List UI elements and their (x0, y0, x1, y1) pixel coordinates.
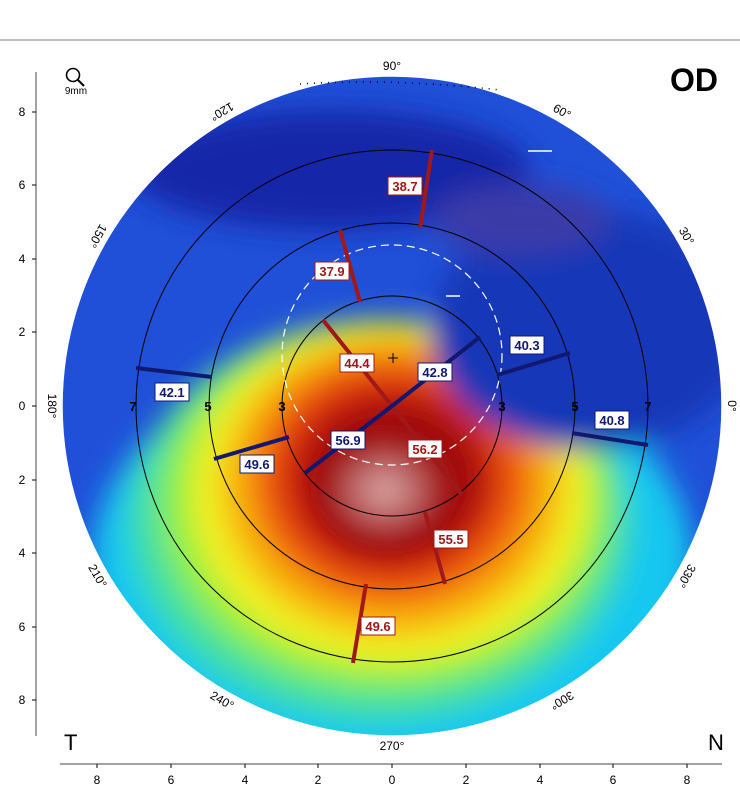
flat-reading-value: 42.1 (159, 385, 184, 400)
center-cross-icon (388, 353, 398, 363)
zone-radius-label: 3 (278, 399, 285, 414)
flat-reading-value: 40.3 (514, 338, 539, 353)
steep-reading-box (407, 439, 443, 459)
y-tick-label: 4 (19, 252, 26, 266)
y-tick-label: 8 (19, 693, 26, 707)
y-tick-label: 0 (19, 399, 26, 413)
zone-circle-7mm (135, 149, 649, 663)
x-tick-label: 2 (463, 773, 470, 787)
flat-reading-box (594, 410, 630, 430)
flat-meridian-bar (496, 351, 571, 377)
x-tick-label: 4 (537, 773, 544, 787)
y-tick-label: 2 (19, 325, 26, 339)
y-tick-label: 8 (19, 105, 26, 119)
x-tick-label: 4 (242, 773, 249, 787)
magnifier-icon (65, 67, 85, 87)
meridian-angle-label: 270° (380, 739, 405, 753)
meridian-angle-label: 90° (383, 59, 401, 73)
x-tick-label: 0 (389, 773, 396, 787)
steep-reading-box (360, 616, 396, 636)
y-tick-label: 2 (19, 473, 26, 487)
x-tick-label: 6 (610, 773, 617, 787)
steep-reading-box (339, 353, 375, 373)
steep-reading-value: 37.9 (319, 264, 344, 279)
flat-reading-box (417, 362, 453, 382)
y-tick-label: 6 (19, 620, 26, 634)
steep-reading-box (314, 261, 350, 281)
zone-radius-label: 5 (571, 399, 578, 414)
flat-reading-box (239, 454, 275, 474)
zone-radius-label: 7 (129, 399, 136, 414)
x-tick-label: 2 (315, 773, 322, 787)
steep-reading-value: 49.6 (365, 619, 390, 634)
zone-radius-label: 5 (204, 399, 211, 414)
flat-reading-box (509, 335, 545, 355)
cornea-boundary (61, 75, 723, 737)
flat-reading-value: 40.8 (599, 413, 624, 428)
zone-radius-label: 7 (644, 399, 651, 414)
x-tick-label: 8 (94, 773, 101, 787)
pupil-outline (281, 244, 503, 466)
x-tick-label: 8 (684, 773, 691, 787)
steep-meridian-bar (351, 583, 368, 664)
flat-reading-value: 42.8 (422, 365, 447, 380)
y-tick-label: 6 (19, 178, 26, 192)
eye-indicator: OD (670, 62, 718, 98)
steep-meridian-bar (418, 149, 434, 229)
zone-radius-label: 3 (498, 399, 505, 414)
steep-meridian-bar (338, 229, 362, 303)
steep-reading-box (433, 529, 469, 549)
flat-reading-box (330, 430, 366, 450)
flat-reading-value: 49.6 (244, 457, 269, 472)
zoom-level-label: 9mm (64, 86, 88, 97)
flat-meridian-bar (213, 435, 290, 461)
flat-meridian-bar (135, 366, 213, 379)
flat-reading-box (154, 382, 190, 402)
steep-reading-value: 55.5 (438, 532, 463, 547)
steep-reading-value: 56.2 (412, 442, 437, 457)
y-tick-label: 4 (19, 546, 26, 560)
flat-reading-value: 56.9 (335, 433, 360, 448)
zone-circle-3mm (281, 295, 503, 517)
steep-reading-value: 44.4 (344, 356, 370, 371)
flat-meridian-bar (571, 431, 649, 447)
steep-reading-value: 38.7 (392, 179, 417, 194)
nasal-side-label: N (708, 730, 724, 755)
temporal-side-label: T (64, 730, 78, 755)
meridian-angle-label: 0° (725, 400, 739, 412)
steep-reading-box (387, 176, 423, 196)
zone-circle-5mm (208, 222, 576, 590)
meridian-angle-label: 180° (45, 394, 59, 419)
zoom-button[interactable]: 9mm (60, 66, 92, 100)
x-tick-label: 6 (168, 773, 175, 787)
